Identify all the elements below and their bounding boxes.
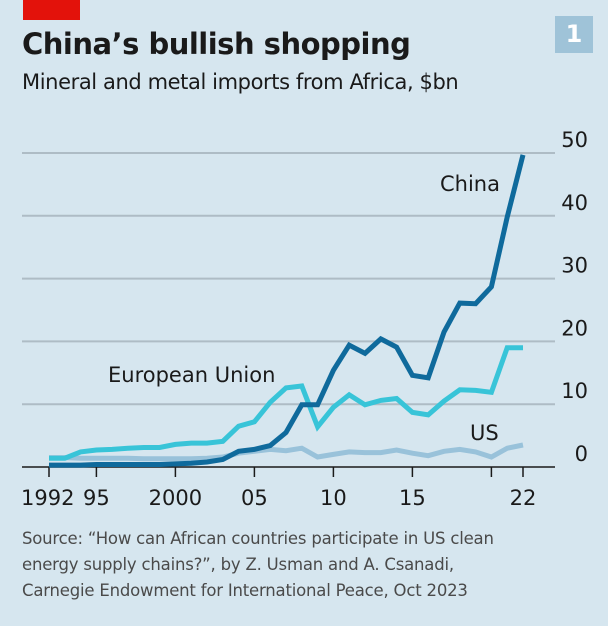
y-tick-label: 20 [561,316,588,340]
x-tick-label: 22 [510,486,537,510]
source-line: Source: “How can African countries parti… [22,529,494,548]
x-tick-label: 2000 [149,486,202,510]
source-note: Source: “How can African countries parti… [22,526,494,604]
chart-number-badge: 1 [555,16,593,53]
x-tick-label: 10 [320,486,347,510]
series-line-china [49,154,526,468]
series-label: China [440,172,500,196]
series-label: US [470,421,499,445]
x-tick-label: 05 [241,486,268,510]
chart-title: China’s bullish shopping [22,27,411,61]
chart-subtitle: Mineral and metal imports from Africa, $… [22,70,459,94]
series-label: European Union [108,363,275,387]
series-labels: China European Union US [108,172,500,445]
x-tick-label: 95 [83,486,110,510]
x-tick-label: 15 [399,486,426,510]
gridlines [22,152,555,468]
y-tick-label: 30 [561,254,588,278]
series-line-us [49,442,524,462]
series-line-european-union [49,345,523,461]
y-axis-labels: 0 10 20 30 40 50 [561,128,588,466]
brand-red-tab [23,0,80,20]
x-tick-label: 1992 [21,486,74,510]
y-tick-label: 40 [561,191,588,215]
y-tick-label: 0 [575,442,588,466]
x-axis: 1992 95 2000 05 10 15 22 [21,467,536,510]
series-lines [49,154,526,468]
source-line: Carnegie Endowment for International Pea… [22,581,468,600]
y-tick-label: 50 [561,128,588,152]
y-tick-label: 10 [561,379,588,403]
source-line: energy supply chains?”, by Z. Usman and … [22,555,454,574]
